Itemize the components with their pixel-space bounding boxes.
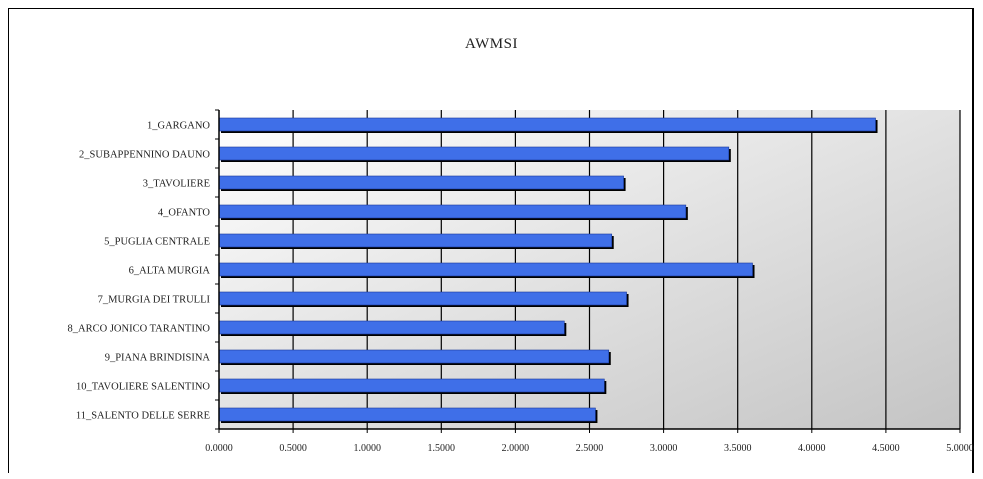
x-tick-label: 4.5000 <box>872 443 900 454</box>
x-tick-label: 1.5000 <box>428 443 456 454</box>
category-label: 1_GARGANO <box>147 121 210 132</box>
bar <box>218 291 627 306</box>
labels: 0.0000 0.5000 1.0000 1.5000 2.0000 2.5000 3.00… <box>68 121 974 455</box>
x-tick-label: 3.0000 <box>650 443 678 454</box>
bar <box>218 117 876 132</box>
x-tick-label: 0.0000 <box>205 443 233 454</box>
bar <box>218 204 687 219</box>
x-tick-label: 4.0000 <box>798 443 826 454</box>
bar <box>218 320 565 335</box>
bar <box>218 146 730 161</box>
x-tick-label: 2.5000 <box>576 443 604 454</box>
axes <box>215 109 961 433</box>
chart-frame <box>8 8 974 473</box>
category-label: 2_SUBAPPENNINO DAUNO <box>79 150 210 161</box>
x-tick-label: 3.5000 <box>724 443 752 454</box>
category-label: 9_PIANA BRINDISINA <box>105 353 211 364</box>
x-tick-label: 1.0000 <box>353 443 381 454</box>
bar <box>218 349 610 364</box>
x-tick-label: 0.5000 <box>279 443 307 454</box>
bar <box>218 378 605 393</box>
category-label: 6_ALTA MURGIA <box>129 266 211 277</box>
chart-title: AWMSI <box>465 36 518 52</box>
x-tick-label: 2.0000 <box>502 443 530 454</box>
bar <box>218 407 596 422</box>
category-label: 10_TAVOLIERE SALENTINO <box>76 382 210 393</box>
category-label: 5_PUGLIA CENTRALE <box>104 237 210 248</box>
category-label: 3_TAVOLIERE <box>143 179 210 190</box>
x-tick-label: 5.0000 <box>946 443 974 454</box>
category-label: 8_ARCO JONICO TARANTINO <box>68 324 211 335</box>
category-label: 11_SALENTO DELLE SERRE <box>76 411 210 422</box>
bar <box>218 262 753 277</box>
category-label: 7_MURGIA DEI TRULLI <box>98 295 211 306</box>
bar <box>218 233 613 248</box>
category-label: 4_OFANTO <box>158 208 211 219</box>
bar <box>218 175 624 190</box>
bars <box>218 117 878 423</box>
